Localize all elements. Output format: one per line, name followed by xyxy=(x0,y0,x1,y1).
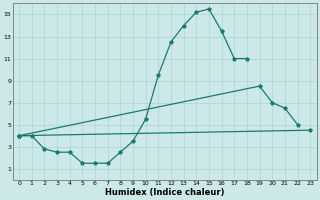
X-axis label: Humidex (Indice chaleur): Humidex (Indice chaleur) xyxy=(105,188,224,197)
